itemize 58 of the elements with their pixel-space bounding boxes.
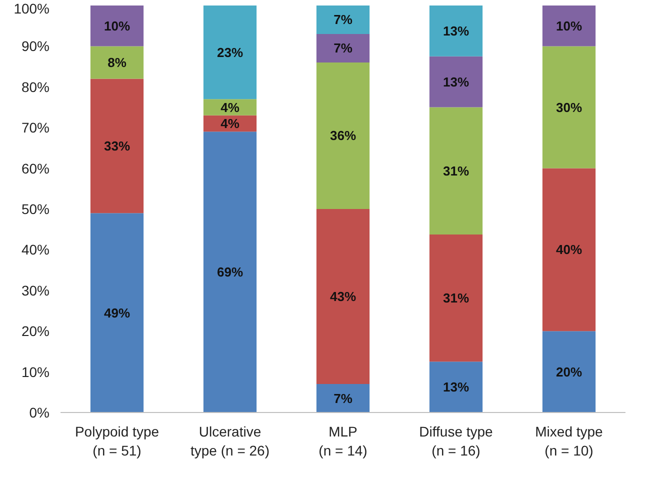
bar (316, 209, 370, 384)
bar (203, 6, 257, 100)
bar (542, 46, 596, 168)
y-tick-label: 30% (21, 282, 50, 298)
y-tick-label: 40% (21, 242, 50, 258)
data-label: 8% (108, 54, 127, 70)
bar (90, 6, 144, 46)
data-label: 13% (442, 23, 470, 38)
y-tick-label: 10% (21, 364, 50, 380)
y-tick-label: 90% (21, 38, 50, 54)
bar (203, 132, 257, 412)
bar (542, 168, 596, 332)
bar (316, 384, 370, 412)
data-label: 4% (220, 116, 240, 132)
x-tick-label: Diffuse type (n = 16) (419, 424, 494, 459)
y-tick-label: 70% (21, 120, 50, 136)
data-label: 33% (104, 138, 130, 154)
data-label: 49% (104, 305, 130, 320)
bar (429, 362, 483, 412)
x-tick-label: Polypoid type (n = 51) (74, 424, 160, 459)
bar (316, 62, 370, 209)
y-tick-label: 100% (14, 0, 50, 16)
bar (429, 234, 483, 362)
data-label: 43% (330, 289, 356, 304)
bar (316, 6, 370, 34)
bar (429, 107, 483, 234)
x-tick-label: Mixed type (n = 10) (535, 424, 604, 459)
y-tick-label: 50% (21, 201, 50, 217)
bar (90, 46, 144, 79)
data-label: 20% (556, 364, 582, 380)
bar (542, 6, 596, 46)
y-tick-label: 80% (21, 78, 50, 95)
data-label: 40% (556, 242, 582, 258)
bar (316, 34, 370, 62)
y-tick-label: 0% (29, 404, 50, 420)
data-label: 7% (334, 12, 353, 28)
y-tick-label: 60% (21, 160, 50, 176)
data-label: 69% (216, 264, 244, 280)
x-tick-label: Ulcerative type (n = 26) (190, 424, 270, 459)
bar (542, 331, 596, 412)
data-label: 31% (442, 290, 470, 306)
bar (90, 78, 144, 214)
y-tick-label: 20% (21, 323, 50, 340)
bar (429, 6, 483, 56)
data-label: 23% (216, 44, 244, 60)
data-label: 10% (556, 18, 582, 34)
data-label: 36% (330, 128, 356, 144)
data-label: 31% (442, 163, 470, 178)
bar (429, 56, 483, 108)
data-label: 4% (220, 100, 240, 115)
data-label: 30% (556, 100, 582, 115)
data-label: 13% (442, 380, 470, 395)
data-label: 7% (334, 40, 353, 56)
bar (90, 213, 144, 412)
data-label: 13% (442, 74, 470, 90)
data-label: 10% (104, 18, 130, 34)
x-tick-label: MLP (n = 14) (318, 424, 368, 459)
data-label: 7% (334, 390, 353, 406)
